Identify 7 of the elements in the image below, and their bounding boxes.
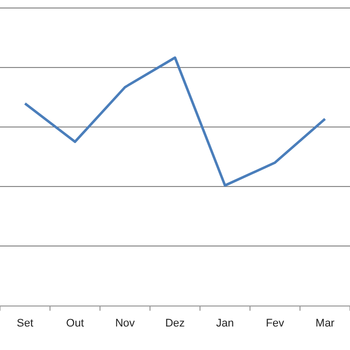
x-tick-label: Out bbox=[66, 317, 84, 330]
x-tick-label: Dez bbox=[165, 317, 185, 330]
x-tick-label: Mar bbox=[316, 317, 335, 330]
x-tick-label: Fev bbox=[266, 317, 285, 330]
x-tick-label: Jan bbox=[216, 317, 234, 330]
x-tick-label: Set bbox=[16, 317, 34, 330]
x-tick-label: Nov bbox=[115, 317, 136, 330]
